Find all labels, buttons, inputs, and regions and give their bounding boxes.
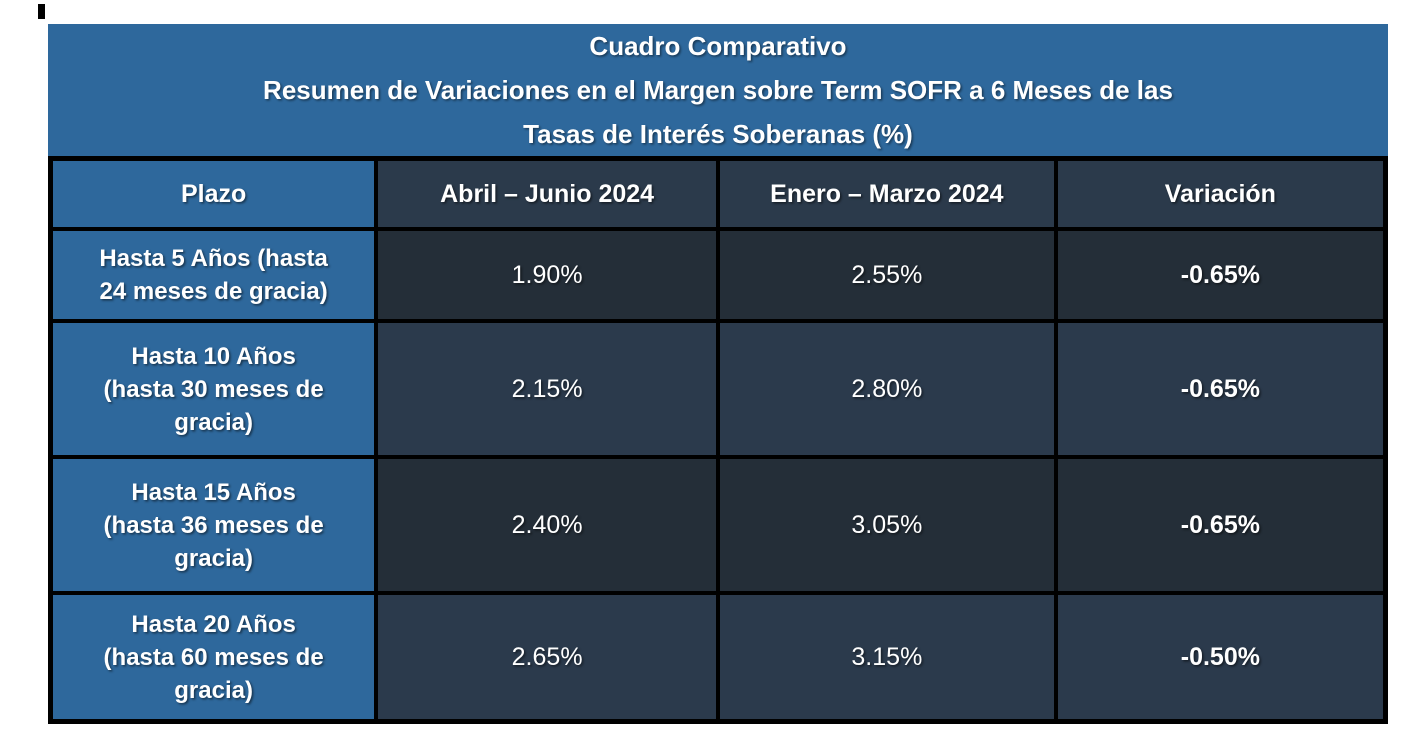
column-header-enero-marzo: Enero – Marzo 2024	[715, 156, 1058, 231]
table-row-hasta-15-anos: Hasta 15 Años (hasta 36 meses de gracia)…	[48, 455, 1388, 595]
title-line-3: Tasas de Interés Soberanas (%)	[523, 119, 913, 149]
abril-junio-value: 2.15%	[374, 319, 720, 459]
column-header-plazo: Plazo	[48, 156, 379, 231]
row-label: Hasta 5 Años (hasta 24 meses de gracia)	[48, 227, 379, 323]
table-title: Cuadro Comparativo Resumen de Variacione…	[48, 24, 1388, 156]
enero-marzo-value: 3.15%	[715, 591, 1058, 724]
row-label: Hasta 10 Años (hasta 30 meses de gracia)	[48, 319, 379, 459]
abril-junio-value: 2.40%	[374, 455, 720, 595]
enero-marzo-value: 3.05%	[715, 455, 1058, 595]
table-row-hasta-10-anos: Hasta 10 Años (hasta 30 meses de gracia)…	[48, 319, 1388, 459]
title-line-1: Cuadro Comparativo	[589, 31, 847, 61]
comparative-table-figure: Cuadro Comparativo Resumen de Variacione…	[48, 24, 1388, 724]
header-row: Plazo Abril – Junio 2024 Enero – Marzo 2…	[48, 156, 1388, 231]
stray-border-artifact	[38, 4, 45, 19]
row-label: Hasta 20 Años (hasta 60 meses de gracia)	[48, 591, 379, 724]
variacion-value: -0.65%	[1053, 455, 1388, 595]
abril-junio-value: 2.65%	[374, 591, 720, 724]
abril-junio-value: 1.90%	[374, 227, 720, 323]
rates-table: Plazo Abril – Junio 2024 Enero – Marzo 2…	[48, 156, 1388, 724]
column-header-abril-junio: Abril – Junio 2024	[374, 156, 720, 231]
column-header-variacion: Variación	[1053, 156, 1388, 231]
enero-marzo-value: 2.80%	[715, 319, 1058, 459]
enero-marzo-value: 2.55%	[715, 227, 1058, 323]
table-row-hasta-20-anos: Hasta 20 Años (hasta 60 meses de gracia)…	[48, 591, 1388, 724]
variacion-value: -0.65%	[1053, 319, 1388, 459]
title-line-2: Resumen de Variaciones en el Margen sobr…	[263, 75, 1173, 105]
table-row-hasta-5-anos: Hasta 5 Años (hasta 24 meses de gracia) …	[48, 227, 1388, 323]
variacion-value: -0.65%	[1053, 227, 1388, 323]
variacion-value: -0.50%	[1053, 591, 1388, 724]
row-label: Hasta 15 Años (hasta 36 meses de gracia)	[48, 455, 379, 595]
